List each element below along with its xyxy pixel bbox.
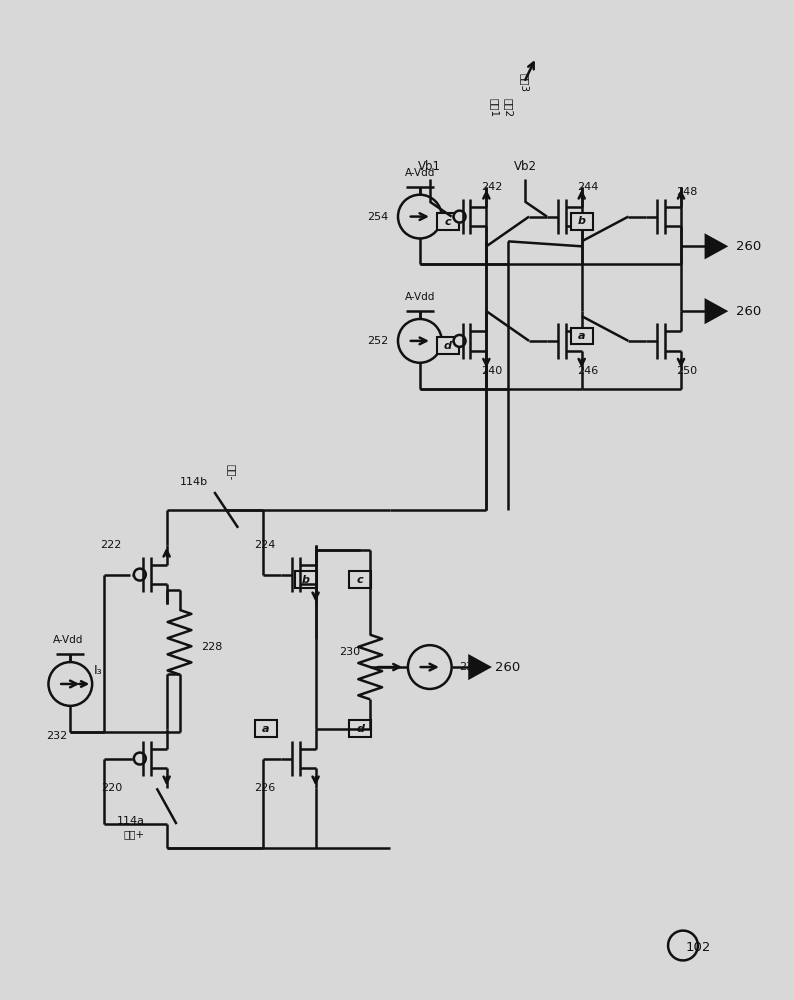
- Text: c: c: [445, 217, 451, 227]
- Text: I₃: I₃: [94, 664, 102, 677]
- Text: 252: 252: [367, 336, 388, 346]
- Polygon shape: [469, 656, 489, 678]
- Bar: [295, 571, 317, 588]
- Text: 226: 226: [255, 783, 276, 793]
- Text: 114a: 114a: [117, 816, 145, 826]
- Text: 244: 244: [576, 182, 598, 192]
- Text: Vb1: Vb1: [418, 160, 441, 173]
- Text: 234: 234: [460, 662, 481, 672]
- Bar: [571, 213, 592, 230]
- Text: a: a: [262, 724, 270, 734]
- Bar: [349, 720, 371, 737]
- Polygon shape: [706, 235, 726, 257]
- Bar: [437, 213, 459, 230]
- Bar: [571, 328, 592, 344]
- Text: d: d: [444, 341, 452, 351]
- Circle shape: [398, 319, 441, 363]
- Circle shape: [134, 569, 146, 581]
- Text: 240: 240: [481, 366, 503, 376]
- Text: 输入+: 输入+: [124, 829, 145, 839]
- Text: 230: 230: [339, 647, 360, 657]
- Text: 输出1: 输出1: [489, 98, 499, 117]
- Text: 242: 242: [481, 182, 503, 192]
- Circle shape: [134, 753, 146, 765]
- Text: 260: 260: [495, 661, 521, 674]
- Text: 224: 224: [255, 540, 276, 550]
- Text: 输入-: 输入-: [226, 464, 236, 480]
- Bar: [349, 571, 371, 588]
- Polygon shape: [706, 300, 726, 322]
- Text: 228: 228: [202, 642, 223, 652]
- Text: 250: 250: [676, 366, 697, 376]
- Circle shape: [398, 195, 441, 238]
- Text: Vb2: Vb2: [514, 160, 537, 173]
- Text: 232: 232: [46, 731, 67, 741]
- Text: A-Vdd: A-Vdd: [405, 292, 435, 302]
- Text: a: a: [578, 331, 585, 341]
- Text: 260: 260: [735, 305, 761, 318]
- Text: c: c: [357, 575, 364, 585]
- Text: b: b: [578, 216, 586, 226]
- Text: 260: 260: [735, 240, 761, 253]
- Circle shape: [408, 645, 452, 689]
- Text: 246: 246: [576, 366, 598, 376]
- Text: d: d: [357, 724, 364, 734]
- Circle shape: [453, 335, 465, 347]
- Text: 254: 254: [367, 212, 388, 222]
- Bar: [437, 337, 459, 354]
- Text: 114b: 114b: [180, 477, 208, 487]
- Text: 222: 222: [101, 540, 122, 550]
- Text: 248: 248: [676, 187, 697, 197]
- Text: b: b: [302, 575, 310, 585]
- Circle shape: [48, 662, 92, 706]
- Bar: [255, 720, 277, 737]
- Text: 220: 220: [101, 783, 122, 793]
- Text: 到图3: 到图3: [519, 73, 529, 92]
- Circle shape: [453, 211, 465, 223]
- Text: A-Vdd: A-Vdd: [53, 635, 83, 645]
- Text: 102: 102: [685, 941, 711, 954]
- Text: A-Vdd: A-Vdd: [405, 168, 435, 178]
- Text: 输出2: 输出2: [503, 98, 513, 117]
